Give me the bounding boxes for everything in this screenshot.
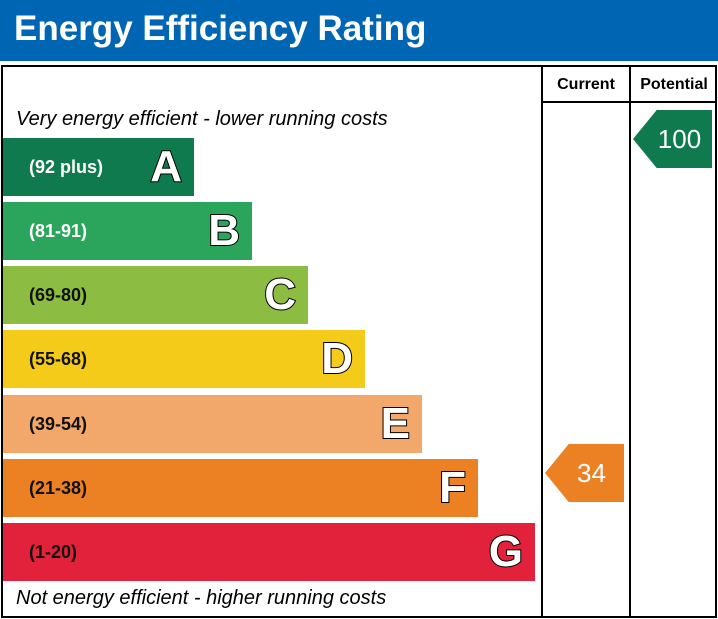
band-b: (81-91) B <box>3 202 252 260</box>
band-range: (69-80) <box>29 285 88 305</box>
column-header-divider <box>542 101 716 103</box>
band-e: (39-54) E <box>3 395 422 453</box>
page-title: Energy Efficiency Rating <box>0 0 718 61</box>
column-header-potential: Potential <box>640 76 708 93</box>
column-header-current: Current <box>557 76 615 93</box>
band-letter: A <box>149 141 183 192</box>
current-rating-arrow: 34 <box>545 444 624 502</box>
band-range: (21-38) <box>29 478 88 498</box>
band-letter: E <box>380 398 411 449</box>
band-letter: D <box>320 333 354 384</box>
column-divider-current <box>541 67 543 617</box>
band-range: (1-20) <box>29 542 78 562</box>
band-letter: G <box>488 526 524 577</box>
band-f: (21-38) F <box>3 459 478 517</box>
band-range: (39-54) <box>29 414 88 434</box>
rating-table <box>1 65 717 618</box>
band-c: (69-80) C <box>3 266 308 324</box>
band-range: (55-68) <box>29 349 88 369</box>
band-letter: F <box>438 462 467 513</box>
band-g: (1-20) G <box>3 523 535 581</box>
column-divider-potential <box>629 67 631 617</box>
top-note: Very energy efficient - lower running co… <box>16 108 388 130</box>
band-a: (92 plus) A <box>3 138 194 196</box>
band-range: (81-91) <box>29 221 88 241</box>
band-range: (92 plus) <box>29 157 104 177</box>
bottom-note: Not energy efficient - higher running co… <box>16 587 387 609</box>
band-letter: C <box>263 269 297 320</box>
band-d: (55-68) D <box>3 330 365 388</box>
band-letter: B <box>207 205 241 256</box>
